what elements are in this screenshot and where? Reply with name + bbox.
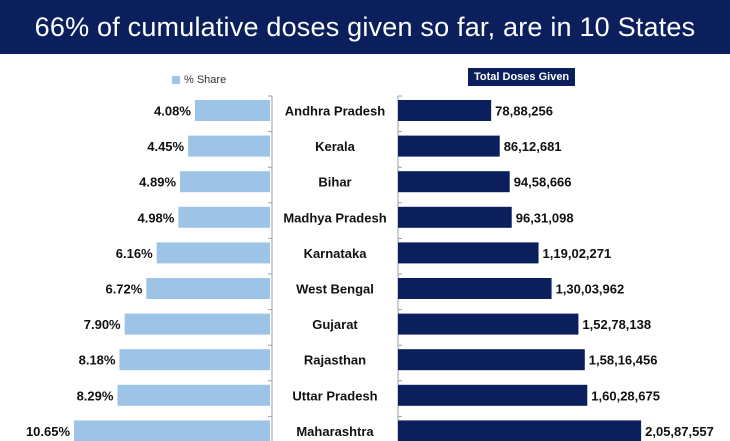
category-label: Gujarat — [312, 317, 358, 332]
share-legend: % Share — [172, 72, 226, 88]
share-bar — [188, 135, 270, 157]
share-data-label: 4.89% — [139, 175, 176, 190]
doses-legend: Total Doses Given — [468, 68, 576, 86]
category-label: Andhra Pradesh — [285, 104, 385, 119]
share-bar — [194, 100, 270, 121]
doses-bar — [398, 206, 512, 228]
share-data-label: 4.08% — [154, 104, 191, 119]
doses-bar — [398, 242, 539, 264]
doses-bar — [398, 171, 510, 193]
share-bar — [146, 278, 270, 299]
category-label: Kerala — [315, 139, 356, 154]
doses-data-label: 1,19,02,271 — [543, 246, 612, 261]
doses-data-label: 86,12,681 — [504, 139, 562, 154]
share-data-label: 6.72% — [105, 282, 142, 297]
page-title: 66% of cumulative doses given so far, ar… — [34, 11, 696, 42]
doses-bar — [398, 384, 588, 406]
share-bar — [117, 384, 271, 406]
doses-legend-label: Total Doses Given — [474, 71, 570, 83]
share-legend-swatch — [172, 76, 180, 84]
doses-data-label: 78,88,256 — [495, 104, 553, 119]
doses-data-label: 1,60,28,675 — [591, 388, 660, 403]
share-legend-label: % Share — [184, 74, 227, 86]
category-label: Rajasthan — [304, 353, 366, 368]
share-bar — [180, 171, 270, 193]
category-label: West Bengal — [296, 282, 374, 297]
share-bar — [178, 206, 270, 228]
category-label: Maharashtra — [296, 424, 374, 439]
share-bar — [74, 420, 270, 441]
doses-data-label: 2,05,87,557 — [645, 424, 714, 439]
category-label: Bihar — [318, 175, 351, 190]
share-data-label: 7.90% — [84, 317, 121, 332]
share-data-label: 10.65% — [26, 424, 71, 439]
share-data-label: 8.29% — [77, 388, 114, 403]
doses-bar — [398, 349, 585, 371]
doses-bar — [398, 100, 492, 121]
share-data-label: 4.98% — [137, 210, 174, 225]
share-bar — [124, 313, 270, 335]
doses-bar — [398, 420, 642, 441]
title-banner: 66% of cumulative doses given so far, ar… — [0, 0, 730, 54]
doses-bar — [398, 135, 500, 157]
share-data-label: 6.16% — [116, 246, 153, 261]
category-label: Madhya Pradesh — [283, 210, 386, 225]
doses-data-label: 1,52,78,138 — [582, 317, 651, 332]
doses-data-label: 1,58,16,456 — [589, 353, 658, 368]
share-data-label: 4.45% — [147, 139, 184, 154]
doses-data-label: 94,58,666 — [514, 175, 572, 190]
share-data-label: 8.18% — [79, 353, 116, 368]
doses-data-label: 96,31,098 — [516, 210, 574, 225]
category-label: Uttar Pradesh — [292, 388, 377, 403]
doses-data-label: 1,30,03,962 — [556, 282, 625, 297]
doses-bar — [398, 313, 579, 335]
category-label: Karnataka — [304, 246, 368, 261]
share-bar — [119, 349, 270, 371]
doses-bar — [398, 278, 552, 299]
share-bar — [156, 242, 270, 264]
